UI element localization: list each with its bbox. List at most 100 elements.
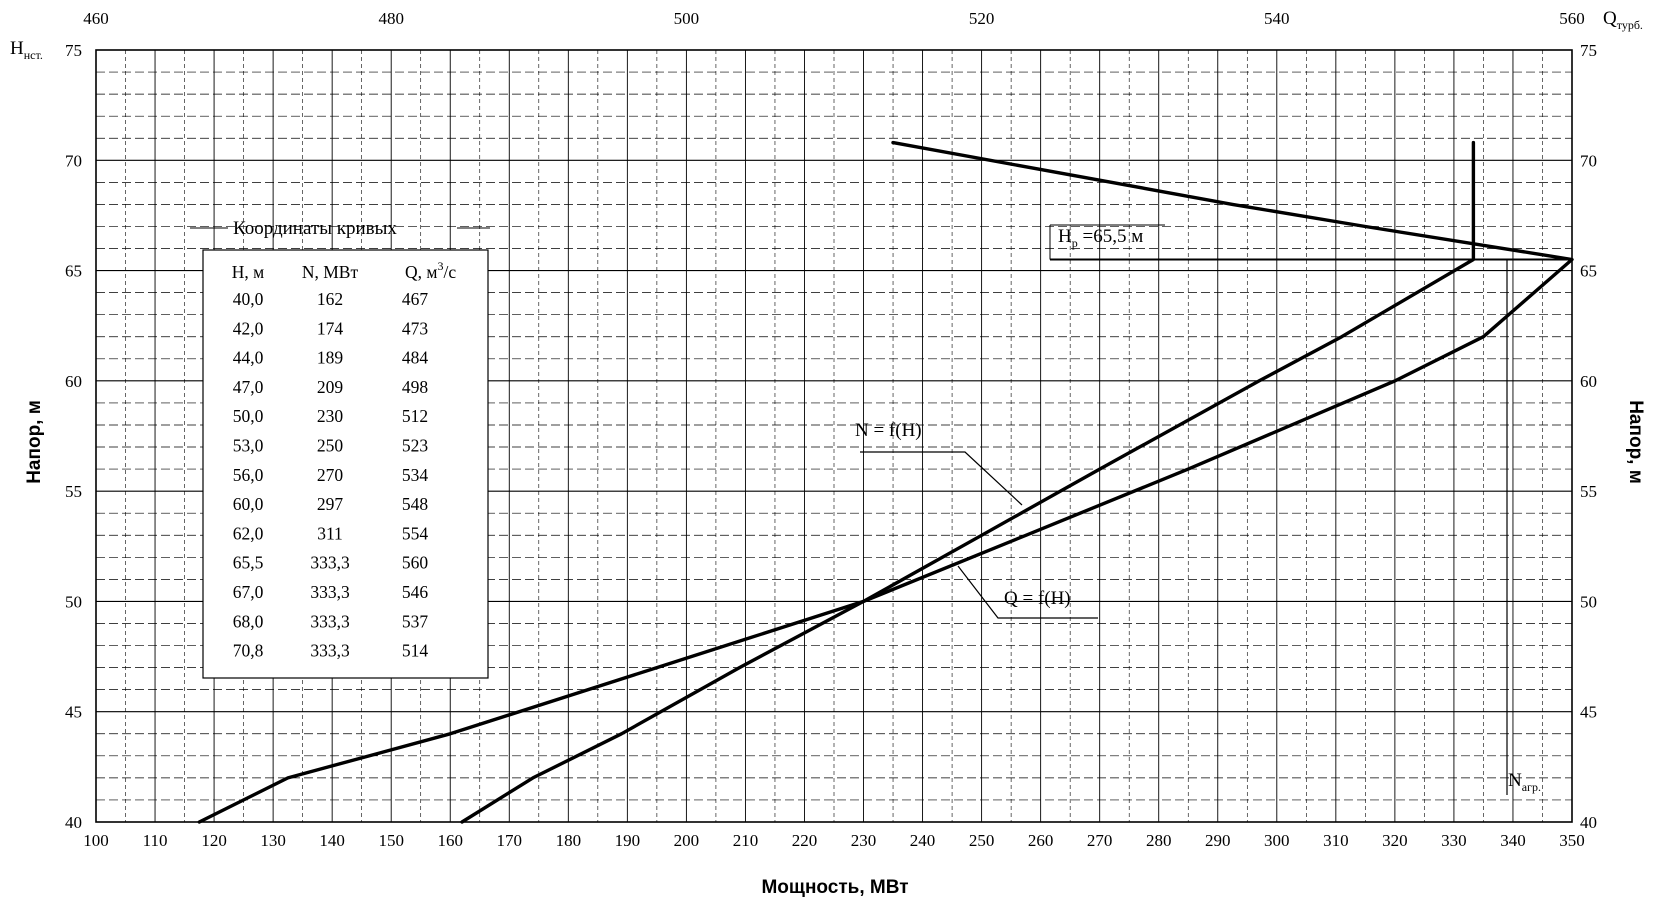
x-axis-title: Мощность, МВт <box>761 877 908 898</box>
plot-frame <box>95 49 1573 823</box>
y-tick-label-left: 60 <box>65 372 82 391</box>
label-q-f-h: Q = f(H) <box>1004 588 1071 609</box>
table-cell: 473 <box>402 318 429 338</box>
y-tick-label-right: 75 <box>1580 41 1597 60</box>
corner-label-hnst: Hнст. <box>10 38 43 62</box>
annotations: Hp =65,5 м Nагр. N = f(H) Q = f(H) <box>855 224 1572 795</box>
table-cell: 67,0 <box>233 582 264 602</box>
design-head-label-rest: =65,5 м <box>1078 226 1144 247</box>
design-head-label-sub: p <box>1072 236 1078 250</box>
table-cell: 467 <box>402 289 429 309</box>
table-cell: 333,3 <box>310 611 350 631</box>
x-tick-label: 240 <box>910 831 936 850</box>
table-box <box>202 249 489 679</box>
table-cell: 514 <box>402 641 429 661</box>
y-tick-label-right: 65 <box>1580 262 1597 281</box>
series-line-n <box>460 140 1476 824</box>
x-tick-label: 250 <box>969 831 995 850</box>
design-head-label-main: H <box>1058 226 1072 247</box>
x-top-tick-label: 520 <box>969 9 995 28</box>
x-tick-label: 310 <box>1323 831 1349 850</box>
y-axis-title-right: Напор, м <box>1625 400 1646 484</box>
x-top-tick-label: 540 <box>1264 9 1290 28</box>
y-tick-label-right: 70 <box>1580 151 1597 170</box>
table-cell: 270 <box>317 465 344 485</box>
y-tick-label-left: 50 <box>65 592 82 611</box>
x-top-tick-label: 560 <box>1559 9 1585 28</box>
corner-label-hnst-sub: нст. <box>24 48 43 62</box>
x-tick-label: 290 <box>1205 831 1231 850</box>
table-cell: 523 <box>402 436 429 456</box>
table-cell: 548 <box>402 494 429 514</box>
table-rows: 40,0 162 467 42,0 174 473 44,0 189 484 47,0 209 498… <box>233 289 429 661</box>
table-cell: 189 <box>317 348 344 368</box>
y-tick-label-left: 45 <box>65 703 82 722</box>
table-cell: 42,0 <box>233 318 264 338</box>
table-cell: 65,5 <box>233 553 264 573</box>
corner-label-qturb-main: Q <box>1603 8 1617 29</box>
x-tick-label: 340 <box>1500 831 1526 850</box>
y-tick-label-right: 55 <box>1580 482 1597 501</box>
x-tick-label: 200 <box>674 831 700 850</box>
series-line-q <box>197 140 1574 824</box>
table-cell: 560 <box>402 553 429 573</box>
table-cell: 47,0 <box>233 377 264 397</box>
design-head-label: Hp =65,5 м <box>1058 226 1143 250</box>
x-tick-label: 270 <box>1087 831 1113 850</box>
x-tick-label: 210 <box>733 831 759 850</box>
y-tick-label-left: 75 <box>65 41 82 60</box>
table-header-q: Q, м3/с <box>405 259 456 282</box>
x-tick-label: 180 <box>556 831 582 850</box>
table-cell: 484 <box>402 348 429 368</box>
table-header-q-sup: 3 <box>437 259 443 273</box>
x-tick-label: 190 <box>615 831 641 850</box>
y-tick-label-right: 60 <box>1580 372 1597 391</box>
table-cell: 512 <box>402 406 428 426</box>
table-cell: 534 <box>402 465 429 485</box>
table-cell: 333,3 <box>310 553 350 573</box>
y-tick-label-right: 50 <box>1580 592 1597 611</box>
table-header-q-rest: /с <box>443 262 456 282</box>
table-cell: 60,0 <box>233 494 264 514</box>
n-agr-label-main: N <box>1508 770 1522 791</box>
x-tick-label: 260 <box>1028 831 1054 850</box>
corner-label-qturb-sub: турб. <box>1617 18 1643 32</box>
table-cell: 44,0 <box>233 348 264 368</box>
table-cell: 250 <box>317 436 344 456</box>
table-cell: 333,3 <box>310 641 350 661</box>
x-tick-label: 170 <box>497 831 523 850</box>
tick-labels: 100 110 120 130 140 150 160 170 180 190 200 210 220 2… <box>65 9 1597 850</box>
x-tick-label: 220 <box>792 831 818 850</box>
y-axis-title-left: Напор, м <box>24 400 45 484</box>
table-cell: 56,0 <box>233 465 264 485</box>
series <box>197 140 1574 824</box>
plot-frame-rect <box>95 49 1573 823</box>
table-header-q-main: Q, м <box>405 262 437 282</box>
corner-label-hnst-main: H <box>10 38 24 59</box>
table-cell: 498 <box>402 377 429 397</box>
grid <box>95 49 1573 823</box>
x-tick-label: 130 <box>260 831 286 850</box>
x-tick-label: 120 <box>201 831 227 850</box>
y-tick-label-left: 55 <box>65 482 82 501</box>
label-q-leader <box>957 565 1098 619</box>
table-cell: 209 <box>317 377 344 397</box>
coordinates-table: Координаты кривых H, м N, МВт Q, м3/с 40… <box>190 218 490 679</box>
table-cell: 230 <box>317 406 344 426</box>
y-tick-label-right: 40 <box>1580 813 1597 832</box>
table-cell: 174 <box>317 318 344 338</box>
x-tick-label: 110 <box>143 831 168 850</box>
x-top-tick-label: 500 <box>674 9 700 28</box>
y-tick-label-left: 65 <box>65 262 82 281</box>
table-cell: 53,0 <box>233 436 264 456</box>
table-header-n: N, МВт <box>302 262 359 282</box>
table-cell: 333,3 <box>310 582 350 602</box>
x-tick-label: 350 <box>1559 831 1585 850</box>
x-tick-label: 280 <box>1146 831 1172 850</box>
table-cell: 70,8 <box>233 641 264 661</box>
table-cell: 311 <box>317 523 343 543</box>
corner-label-qturb: Qтурб. <box>1603 8 1643 32</box>
x-top-tick-label: 460 <box>83 9 109 28</box>
n-agr-label: Nагр. <box>1508 770 1541 794</box>
